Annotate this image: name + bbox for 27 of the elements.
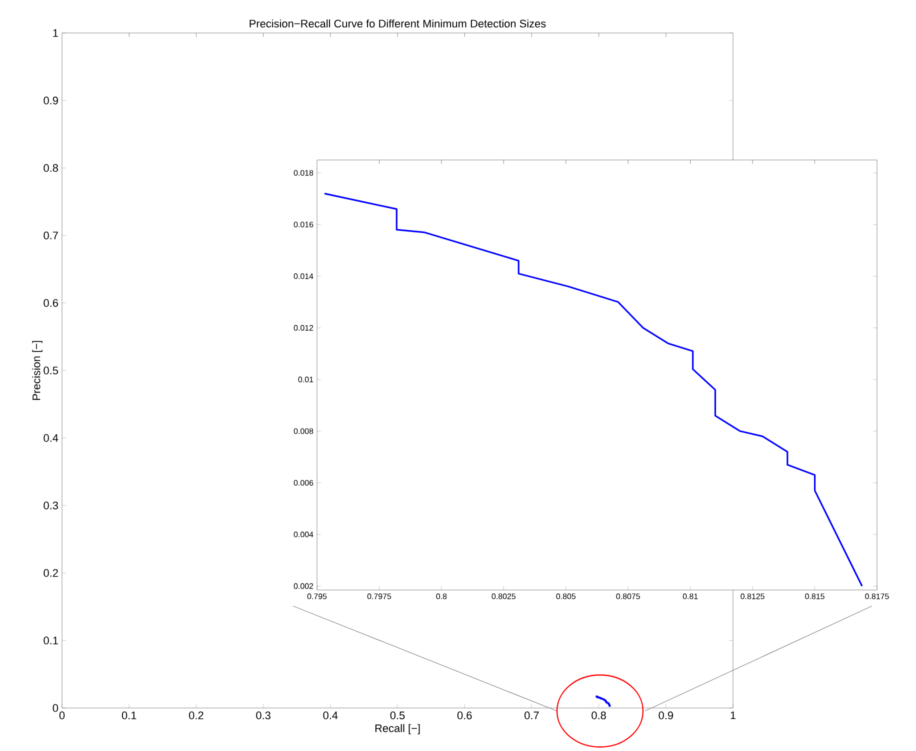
y-tick-label: 0.3 — [44, 502, 58, 510]
x-tick-label: 0.7 — [524, 712, 539, 720]
y-tick-label: 0.9 — [44, 96, 58, 104]
y-tick-label: 1 — [53, 29, 58, 37]
x-tick-label: 0.2 — [189, 712, 204, 720]
y-tick-label: 0.7 — [44, 232, 58, 240]
y-tick-label: 0.6 — [44, 299, 58, 307]
x-tick-label: 0.8 — [592, 712, 606, 720]
chart-title: Precision−Recall Curve fo Different Minimum Detection Sizes — [250, 19, 546, 28]
y-tick-label: 0.5 — [44, 366, 58, 374]
x-tick-label: 0.6 — [457, 712, 472, 720]
x-tick-label: 0.4 — [323, 712, 338, 720]
x-tick-label: 1 — [730, 712, 736, 720]
y-tick-label: 0 — [52, 704, 58, 712]
x-tick-label: 0 — [59, 712, 65, 720]
y-tick-label: 0.8 — [44, 164, 58, 172]
y-tick-label: 0.1 — [44, 636, 58, 644]
line-series — [594, 695, 612, 708]
line-series — [324, 192, 863, 587]
y-tick-label: 0.2 — [44, 569, 58, 577]
x-tick-label: 0.1 — [122, 712, 136, 720]
x-tick-label: 0.5 — [390, 712, 405, 720]
x-axis-title: Recall [−] — [375, 724, 420, 734]
y-axis-title: Precision [−] — [32, 340, 42, 400]
x-tick-label: 0.9 — [658, 712, 674, 720]
x-tick-label: 0.3 — [256, 712, 270, 720]
y-tick-label: 0.4 — [44, 434, 58, 442]
